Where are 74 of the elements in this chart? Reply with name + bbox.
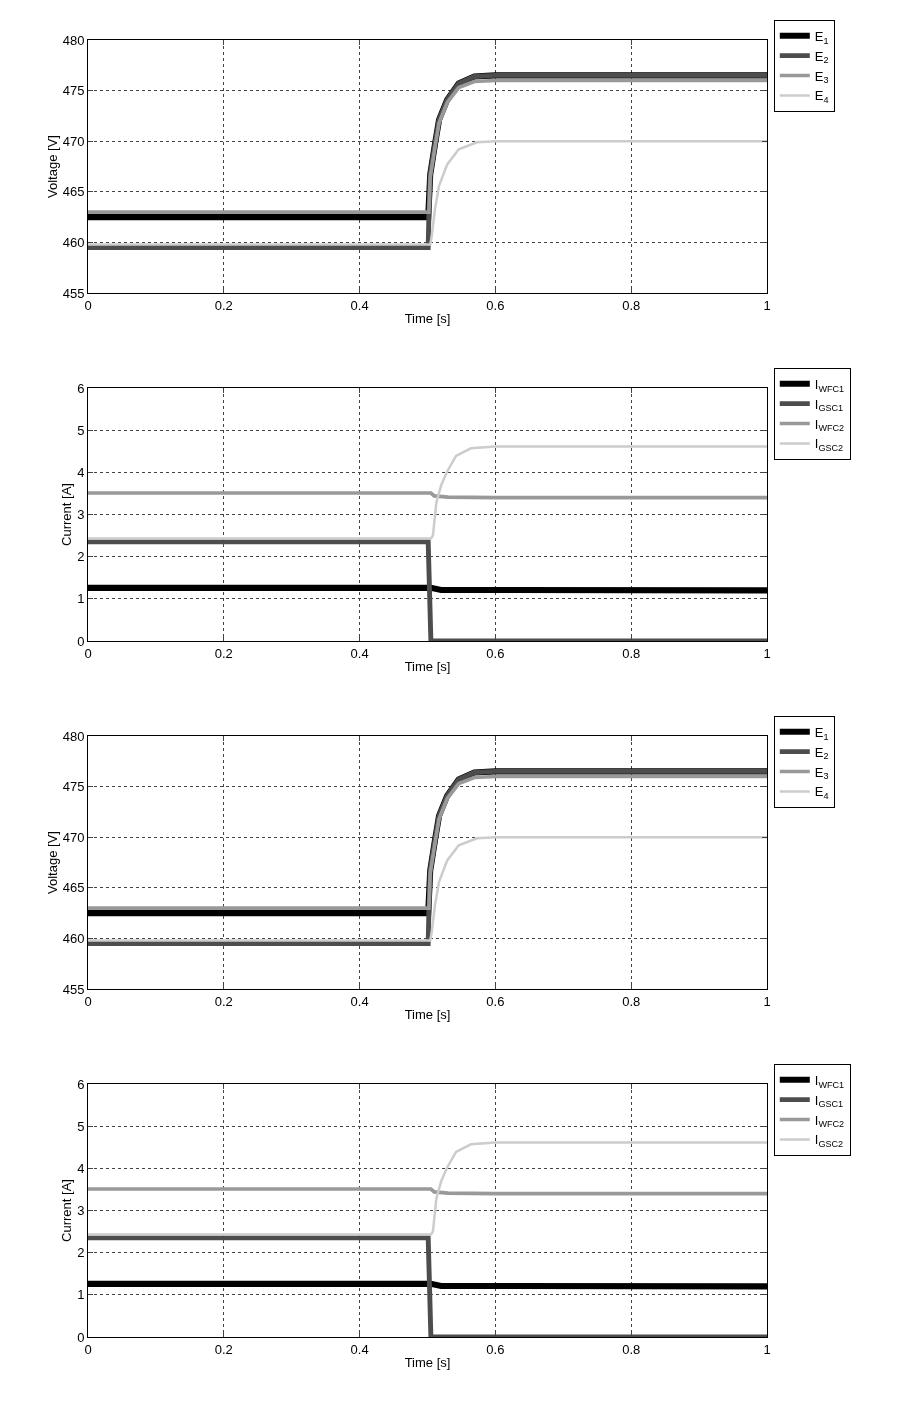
y-tick-label: 0 <box>77 1329 85 1345</box>
legend-label: E$_{2}$ <box>814 48 829 66</box>
x-tick-label: 0.4 <box>350 993 369 1009</box>
y-tick-label: 2 <box>77 1245 85 1261</box>
legend-label: I$_{GSC1}$ <box>814 1092 844 1110</box>
x-tick-label: 0.8 <box>622 993 641 1009</box>
x-tick-label: 0.4 <box>350 1341 369 1357</box>
y-tick-label: 1 <box>77 1287 85 1303</box>
y-tick-label: 470 <box>62 133 85 149</box>
x-tick-label: 0.6 <box>486 993 505 1009</box>
x-tick-label: 0.2 <box>214 297 233 313</box>
legend-label: E$_{1}$ <box>814 724 829 742</box>
x-tick-label: 1 <box>763 993 771 1009</box>
x-tick-label: 0.8 <box>622 297 641 313</box>
x-tick-label: 1 <box>763 1341 771 1357</box>
y-tick-label: 465 <box>62 880 85 896</box>
legend-label: I$_{GSC1}$ <box>814 396 844 414</box>
x-tick-label: 0.2 <box>214 1341 233 1357</box>
line-series <box>88 445 767 540</box>
x-tick-label: 0.4 <box>350 297 369 313</box>
x-tick-label: 0.6 <box>486 297 505 313</box>
y-tick-label: 4 <box>77 1160 85 1176</box>
x-tick-label: 0.2 <box>214 645 233 661</box>
y-axis-title: Voltage [V] <box>44 831 60 894</box>
x-tick-label: 0.8 <box>622 1341 641 1357</box>
y-tick-label: 475 <box>62 779 85 795</box>
x-axis-title: Time [s] <box>404 311 451 327</box>
legend-label: E$_{4}$ <box>814 88 829 106</box>
x-tick-label: 1 <box>763 645 771 661</box>
legend-label: E$_{3}$ <box>814 764 829 782</box>
y-tick-label: 6 <box>77 380 85 396</box>
line-series <box>88 835 767 942</box>
x-tick-label: 0.2 <box>214 993 233 1009</box>
y-axis-title: Voltage [V] <box>44 135 60 198</box>
x-axis-title: Time [s] <box>404 659 451 675</box>
legend-label: I$_{GSC2}$ <box>814 1132 844 1150</box>
y-tick-label: 460 <box>62 234 85 250</box>
x-axis-title: Time [s] <box>404 1007 451 1023</box>
legend-label: I$_{WFC1}$ <box>814 1072 845 1090</box>
y-tick-label: 3 <box>77 1203 85 1219</box>
y-axis-title: Current [A] <box>59 483 75 546</box>
legend-label: I$_{WFC2}$ <box>814 416 845 434</box>
y-tick-label: 0 <box>77 633 85 649</box>
legend-label: E$_{3}$ <box>814 68 829 86</box>
legend-label: I$_{GSC2}$ <box>814 436 844 454</box>
y-tick-label: 1 <box>77 591 85 607</box>
y-tick-label: 470 <box>62 829 85 845</box>
legend-label: I$_{WFC2}$ <box>814 1112 845 1130</box>
x-tick-label: 0.4 <box>350 645 369 661</box>
y-tick-label: 465 <box>62 184 85 200</box>
legend-label: E$_{1}$ <box>814 28 829 46</box>
y-tick-label: 480 <box>62 32 85 48</box>
y-axis-title: Current [A] <box>59 1179 75 1242</box>
y-tick-label: 475 <box>62 83 85 99</box>
y-tick-label: 2 <box>77 549 85 565</box>
y-tick-label: 5 <box>77 1118 85 1134</box>
legend-label: E$_{4}$ <box>814 784 829 802</box>
y-tick-label: 480 <box>62 728 85 744</box>
y-tick-label: 3 <box>77 507 85 523</box>
x-tick-label: 0.6 <box>486 1341 505 1357</box>
legend-label: E$_{2}$ <box>814 744 829 762</box>
y-tick-label: 4 <box>77 464 85 480</box>
x-tick-label: 1 <box>763 297 771 313</box>
y-tick-label: 6 <box>77 1076 85 1092</box>
line-series <box>88 1141 767 1236</box>
y-tick-label: 5 <box>77 422 85 438</box>
y-tick-label: 455 <box>62 981 85 997</box>
x-tick-label: 0.8 <box>622 645 641 661</box>
x-axis-title: Time [s] <box>404 1355 451 1371</box>
y-tick-label: 460 <box>62 930 85 946</box>
legend-label: I$_{WFC1}$ <box>814 376 845 394</box>
line-series <box>88 139 767 246</box>
y-tick-label: 455 <box>62 285 85 301</box>
x-tick-label: 0.6 <box>486 645 505 661</box>
